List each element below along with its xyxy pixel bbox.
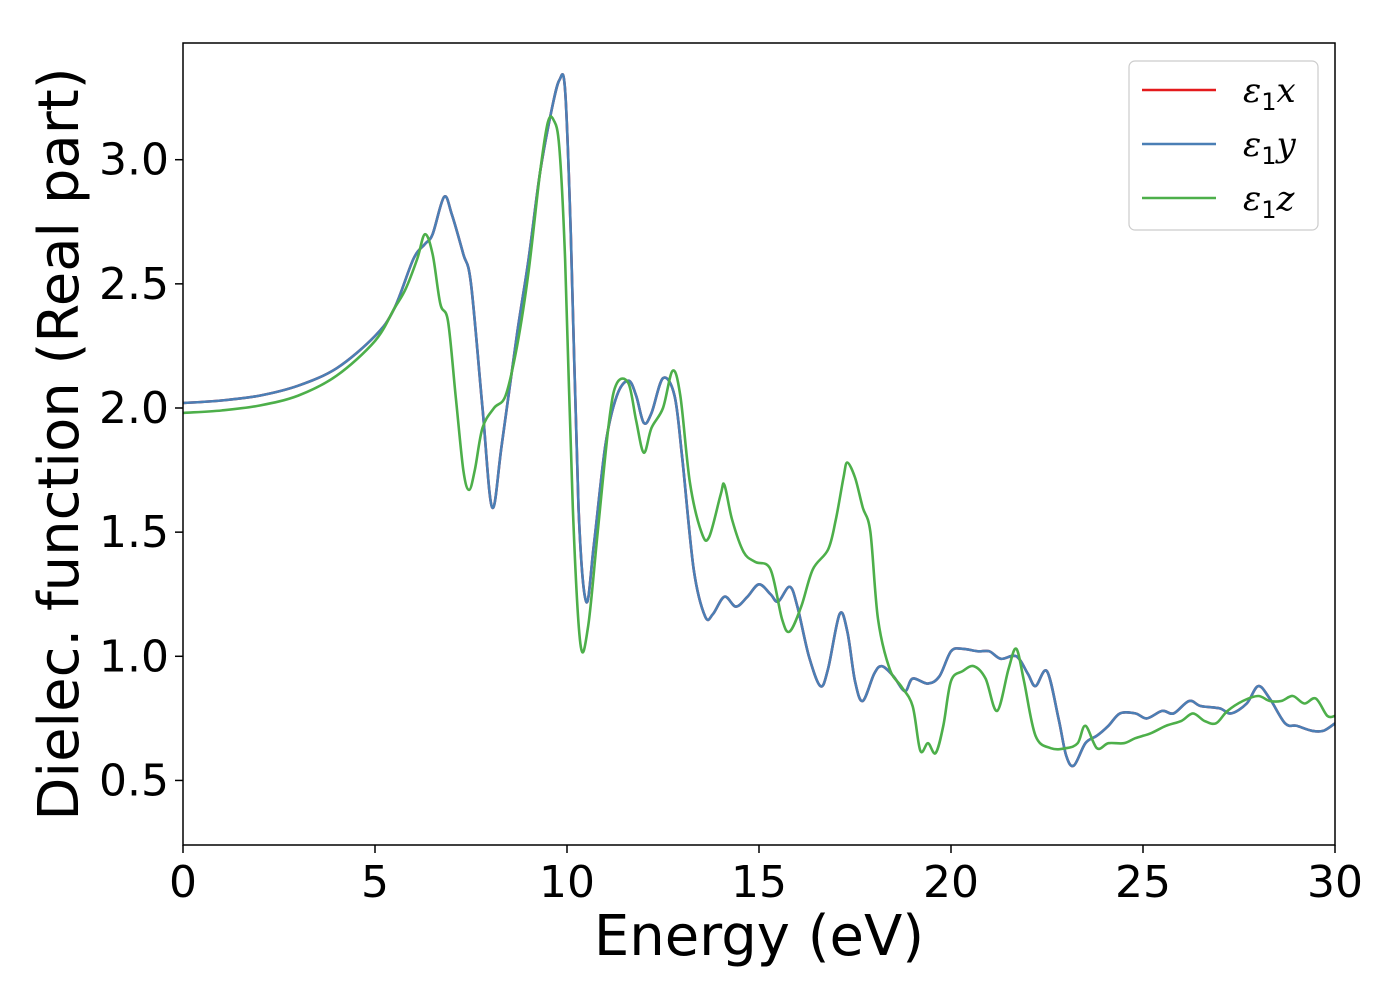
legend-subscript: 1 xyxy=(1261,142,1276,170)
x-tick-label: 15 xyxy=(731,857,787,908)
y-axis-label: Dielec. function (Real part) xyxy=(27,67,92,820)
legend-component: z xyxy=(1276,179,1296,219)
series-lines xyxy=(183,73,1335,768)
y-tick-label: 2.5 xyxy=(99,259,169,310)
legend-label-y: ε1y xyxy=(1243,125,1297,170)
y-tick-label: 1.0 xyxy=(99,631,169,682)
x-tick-label: 10 xyxy=(539,857,595,908)
y-tick-label: 2.0 xyxy=(99,383,169,434)
legend-symbol: ε xyxy=(1243,71,1261,111)
legend-symbol: ε xyxy=(1243,125,1261,165)
legend-subscript: 1 xyxy=(1261,88,1276,116)
series-line-z xyxy=(183,115,1335,755)
x-tick-label: 5 xyxy=(361,857,389,908)
legend-symbol: ε xyxy=(1243,179,1261,219)
x-tick-label: 0 xyxy=(169,857,197,908)
legend-component: x xyxy=(1277,71,1296,111)
x-tick-label: 25 xyxy=(1115,857,1171,908)
legend-label-z: ε1z xyxy=(1243,179,1296,224)
x-tick-label: 20 xyxy=(923,857,979,908)
x-tick-label: 30 xyxy=(1307,857,1363,908)
legend-component: y xyxy=(1275,125,1297,165)
x-axis-label: Energy (eV) xyxy=(594,904,924,969)
y-tick-label: 3.0 xyxy=(99,135,169,186)
y-tick-label: 1.5 xyxy=(99,507,169,558)
y-tick-label: 0.5 xyxy=(99,755,169,806)
legend-label-x: ε1x xyxy=(1243,71,1296,116)
x-axis: 0 5 10 15 20 25 30 xyxy=(169,845,1363,908)
legend-subscript: 1 xyxy=(1261,196,1276,224)
legend-box xyxy=(1128,60,1319,231)
y-axis: 0.5 1.0 1.5 2.0 2.5 3.0 xyxy=(99,135,183,806)
